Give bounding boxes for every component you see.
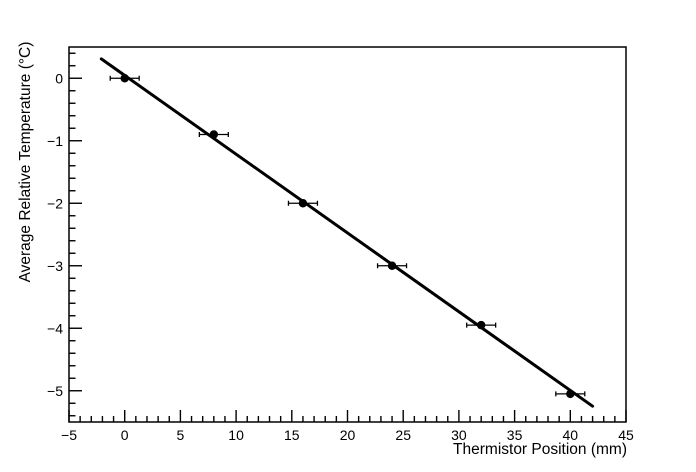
data-point-marker bbox=[476, 320, 486, 330]
x-tick-label: 30 bbox=[451, 427, 467, 443]
y-tick-label: −1 bbox=[47, 133, 63, 149]
y-axis-title: Average Relative Temperature (°C) bbox=[17, 42, 34, 283]
x-tick-label: 45 bbox=[618, 427, 634, 443]
x-tick-label: 40 bbox=[563, 427, 579, 443]
x-tick-label: 15 bbox=[284, 427, 300, 443]
x-tick-label: 35 bbox=[507, 427, 523, 443]
data-point-marker bbox=[120, 74, 129, 83]
x-tick-label: 25 bbox=[395, 427, 411, 443]
y-tick-label: −2 bbox=[47, 195, 63, 211]
y-tick-label: 0 bbox=[55, 70, 63, 86]
data-point-marker bbox=[566, 389, 575, 399]
x-axis-title: Thermistor Position (mm) bbox=[453, 441, 627, 458]
x-tick-label: 0 bbox=[121, 427, 129, 443]
data-point-marker bbox=[387, 261, 397, 270]
x-tick-label: 10 bbox=[228, 427, 244, 443]
fit-line bbox=[99, 57, 595, 408]
x-tick-label: 5 bbox=[177, 427, 185, 443]
y-tick-label: −5 bbox=[47, 383, 63, 399]
data-point-marker bbox=[209, 130, 219, 139]
y-tick-label: −4 bbox=[47, 320, 63, 336]
data-point-marker bbox=[298, 199, 308, 208]
x-tick-label: 20 bbox=[340, 427, 356, 443]
y-tick-label: −3 bbox=[47, 258, 63, 274]
x-tick-label: −5 bbox=[61, 427, 77, 443]
